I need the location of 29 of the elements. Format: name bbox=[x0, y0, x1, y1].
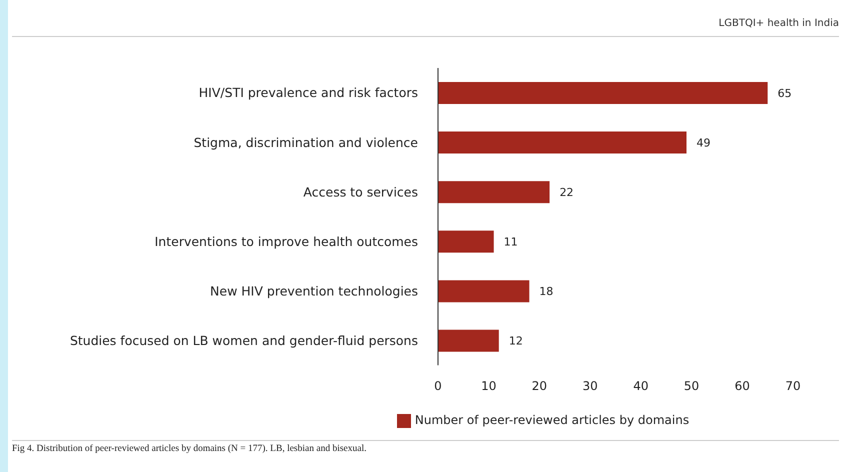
text: LGBTQI+ health in India bbox=[718, 18, 839, 29]
x-tick-label: 60 bbox=[734, 378, 750, 393]
x-tick-label: 0 bbox=[434, 378, 442, 393]
bar bbox=[438, 280, 530, 302]
data-label: 11 bbox=[504, 236, 518, 249]
data-label: 12 bbox=[508, 334, 523, 348]
y-tick-label: Studies focused on LB women and gender-fluid persons bbox=[70, 332, 418, 348]
y-tick-label: Interventions to improve health outcomes bbox=[154, 234, 418, 249]
data-label: 22 bbox=[560, 186, 574, 199]
legend-label: Number of peer-reviewed articles by domains bbox=[414, 413, 690, 428]
x-tick-label: 10 bbox=[481, 378, 496, 393]
bar bbox=[438, 330, 499, 352]
x-tick-label: 70 bbox=[785, 378, 801, 393]
bar bbox=[438, 82, 768, 104]
bar bbox=[438, 230, 494, 253]
y-tick-label: New HIV prevention technologies bbox=[210, 283, 418, 298]
data-label: 65 bbox=[778, 86, 792, 100]
x-tick-label: 30 bbox=[582, 378, 598, 393]
y-tick-label: Access to services bbox=[303, 184, 418, 200]
data-label: 18 bbox=[539, 285, 554, 298]
y-tick-label: Stigma, discrimination and violence bbox=[194, 134, 418, 150]
x-tick-label: 50 bbox=[684, 378, 700, 393]
caption: Fig 4. Distribution of peer-reviewed articles by domains (N = 177). LB, lesbian and bisexual. bbox=[12, 440, 839, 454]
bar bbox=[438, 181, 550, 204]
x-tick-label: 40 bbox=[633, 378, 648, 393]
bar bbox=[438, 132, 686, 154]
data-label: 49 bbox=[696, 136, 710, 150]
x-tick-label: 20 bbox=[532, 378, 548, 393]
y-tick-label: HIV/STI prevalence and risk factors bbox=[198, 85, 418, 100]
